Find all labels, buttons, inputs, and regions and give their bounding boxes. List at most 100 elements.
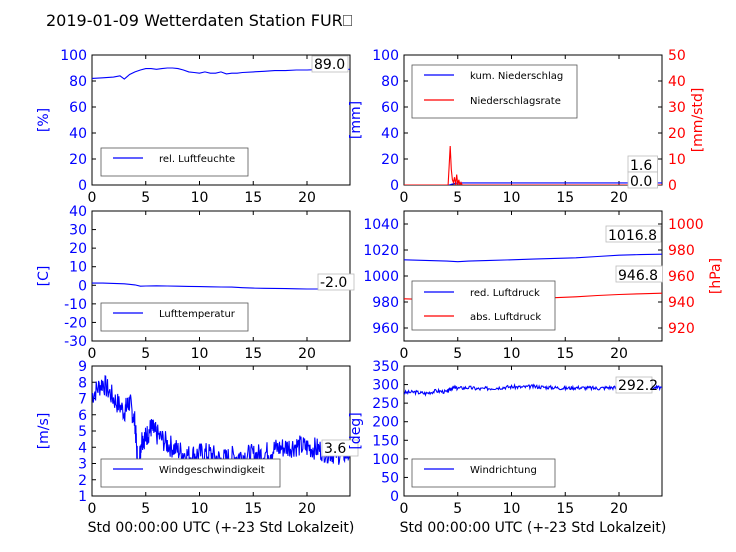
x-tick-label: 5 xyxy=(453,190,462,206)
x-tick-label: 20 xyxy=(298,501,316,517)
x-tick-label: 10 xyxy=(503,190,521,206)
y-tick-label: 3 xyxy=(78,457,87,473)
legend-box xyxy=(411,458,556,488)
y-tick-label: 1000 xyxy=(363,269,399,285)
y-tick-label: -30 xyxy=(64,334,87,350)
y-tick-label: 5 xyxy=(78,424,87,440)
x-axis-label: Std 00:00:00 UTC (+-23 Std Lokalzeit) xyxy=(400,520,667,536)
x-tick-label: 20 xyxy=(610,190,628,206)
y-tick-label: 0 xyxy=(390,178,399,194)
y-tick-label: 40 xyxy=(381,126,399,142)
y-axis-label: [mm] xyxy=(348,101,364,139)
y-tick-label: 980 xyxy=(372,295,399,311)
value-annotation: 89.0 xyxy=(314,57,345,73)
x-tick-label: 20 xyxy=(610,501,628,517)
x-tick-label: 5 xyxy=(453,346,462,362)
y2-tick-label: 50 xyxy=(668,48,686,64)
value-annotation-box xyxy=(317,273,355,291)
plot-frame xyxy=(403,365,663,497)
legend-label: kum. Niederschlag xyxy=(470,71,563,82)
legend-label: Niederschlagsrate xyxy=(470,96,561,107)
figure-title: 2019-01-09 Wetterdaten Station FUR⎕ xyxy=(46,11,353,30)
y-tick-label: 7 xyxy=(78,392,87,408)
legend-label: rel. Luftfeuchte xyxy=(159,154,235,165)
x-tick-label: 20 xyxy=(610,346,628,362)
x-tick-label: 5 xyxy=(453,501,462,517)
series-line-primary xyxy=(404,182,662,185)
y-axis-label: [deg] xyxy=(348,412,364,449)
chart-pressure: 0 5 10 15 20 960 980 1000 1020 1040 920 940 960 980 10… xyxy=(363,210,724,362)
y-tick-label: 2 xyxy=(78,473,87,489)
legend-label: Windgeschwindigkeit xyxy=(159,465,265,476)
y2-tick-label: 40 xyxy=(668,74,686,90)
chart-precipitation: 0 5 10 15 20 0 20 40 60 80 100 0 10 20 30 40 50 [mm] [mm/s… xyxy=(348,48,706,206)
y-tick-label: 6 xyxy=(78,408,87,424)
legend-label: Lufttemperatur xyxy=(159,309,236,320)
y2-tick-label: 1000 xyxy=(668,217,704,233)
legend-box xyxy=(411,280,556,331)
y-tick-label: 80 xyxy=(381,74,399,90)
y-tick-label: 60 xyxy=(381,100,399,116)
value-annotation: -2.0 xyxy=(320,275,347,291)
y-tick-label: 20 xyxy=(381,152,399,168)
y-tick-label: 0 xyxy=(390,489,399,505)
series-line-primary xyxy=(92,375,350,475)
legend-label: abs. Luftdruck xyxy=(470,312,541,323)
y2-tick-label: 0 xyxy=(668,178,677,194)
plot-frame xyxy=(91,54,351,186)
y-tick-label: 100 xyxy=(372,48,399,64)
y-tick-label: 250 xyxy=(372,396,399,412)
x-tick-label: 15 xyxy=(556,190,574,206)
y-tick-label: -10 xyxy=(64,297,87,313)
x-tick-label: 0 xyxy=(88,346,97,362)
y2-tick-label: 980 xyxy=(668,243,695,259)
value-annotation-box xyxy=(627,171,658,189)
legend-label: red. Luftdruck xyxy=(470,288,540,299)
x-tick-label: 15 xyxy=(244,501,262,517)
x-tick-label: 20 xyxy=(298,190,316,206)
y2-tick-label: 10 xyxy=(668,152,686,168)
x-tick-label: 15 xyxy=(244,190,262,206)
value-annotation-box xyxy=(321,439,359,457)
x-tick-label: 5 xyxy=(141,190,150,206)
y-tick-label: 1040 xyxy=(363,217,399,233)
x-tick-label: 5 xyxy=(141,346,150,362)
legend-label: Windrichtung xyxy=(470,465,537,476)
y-axis-label: [%] xyxy=(36,108,52,132)
x-tick-label: 20 xyxy=(298,346,316,362)
x-tick-label: 0 xyxy=(400,190,409,206)
y-tick-label: 50 xyxy=(381,470,399,486)
x-tick-label: 15 xyxy=(556,501,574,517)
value-annotation: 1016.8 xyxy=(608,228,657,244)
y-tick-label: 150 xyxy=(372,433,399,449)
value-annotation: 292.2 xyxy=(618,378,658,394)
y-tick-label: 0 xyxy=(78,278,87,294)
y2-tick-label: 920 xyxy=(668,321,695,337)
x-tick-label: 10 xyxy=(191,346,209,362)
y2-tick-label: 960 xyxy=(668,269,695,285)
y2-tick-label: 940 xyxy=(668,295,695,311)
y-tick-label: 960 xyxy=(372,321,399,337)
value-annotation-box xyxy=(311,55,349,73)
value-annotation-box xyxy=(605,225,662,243)
chart-humidity: 0 5 10 15 20 0 20 40 60 80 100 [%] rel. Luftfeuchte 8… xyxy=(36,48,351,206)
y-tick-label: 350 xyxy=(372,359,399,375)
y-tick-label: 20 xyxy=(69,152,87,168)
y-tick-label: 40 xyxy=(69,126,87,142)
y-tick-label: 200 xyxy=(372,415,399,431)
series-line-primary xyxy=(92,67,350,80)
y-tick-label: 60 xyxy=(69,100,87,116)
series-line-secondary xyxy=(404,145,662,185)
x-tick-label: 0 xyxy=(88,501,97,517)
y-tick-label: 1020 xyxy=(363,243,399,259)
legend-box xyxy=(100,302,249,332)
x-tick-label: 0 xyxy=(400,501,409,517)
value-annotation: 0.0 xyxy=(630,174,652,190)
x-tick-label: 0 xyxy=(88,190,97,206)
series-line-primary xyxy=(404,253,662,263)
value-annotation: 3.6 xyxy=(324,441,346,457)
y-tick-label: 20 xyxy=(69,241,87,257)
